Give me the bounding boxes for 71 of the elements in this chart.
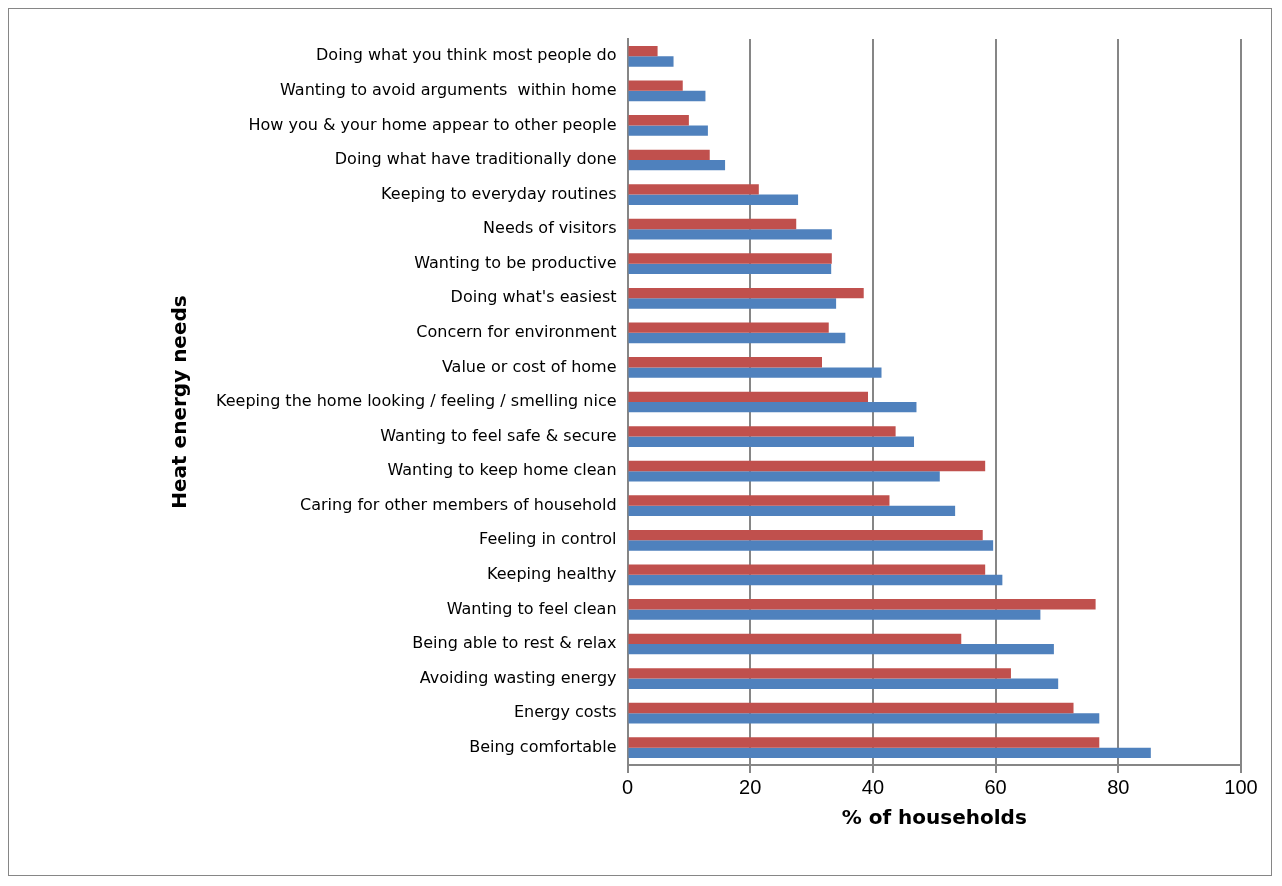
bar [628,495,890,506]
bar [628,149,710,160]
bar [628,160,726,171]
bar [628,702,1074,714]
y-tick-label: Concern for environment [416,322,617,342]
x-tick-label: 100 [1224,775,1258,798]
y-tick-label: Wanting to feel clean [446,598,617,618]
y-tick-label: Caring for other members of household [300,494,617,514]
y-tick-label: Wanting to avoid arguments within home [280,80,617,100]
y-tick-label: Wanting to be productive [414,252,617,272]
bar [628,471,940,482]
y-tick-label: Avoiding wasting energy [419,667,617,687]
bar [628,609,1041,620]
y-tick-label: Keeping healthy [487,564,617,584]
bar [628,436,915,447]
bar [628,633,962,644]
bar [628,332,846,344]
bar [628,737,1100,748]
bar [628,287,864,299]
y-tick-label: Wanting to feel safe & secure [380,425,617,445]
x-tick-label: 80 [1107,775,1130,798]
bar [628,90,706,102]
y-tick-label: Feeling in control [479,529,617,549]
x-tick-label: 40 [861,775,885,798]
bar [628,80,683,91]
y-tick-label: How you & your home appear to other people [248,114,617,134]
bar [628,367,882,378]
y-tick-label: Wanting to keep home clean [387,460,617,480]
bar [628,263,832,275]
bar [628,426,896,437]
y-axis-title: Heat energy needs [167,295,192,509]
bar [628,322,829,333]
x-tick-label: 20 [739,775,762,798]
y-tick-label: Energy costs [513,702,617,722]
bar [628,357,822,368]
bar [628,668,1011,679]
bar [628,115,689,126]
bar [628,644,1054,655]
x-tick-label: 0 [621,775,634,798]
bar [628,599,1096,610]
bar [628,678,1059,689]
y-tick-label: Being able to rest & relax [412,633,617,653]
bar [628,505,956,517]
bar [628,218,797,230]
bar [628,56,674,67]
bar [628,564,986,575]
bar [628,253,832,264]
bar [628,45,658,57]
bar [628,713,1100,724]
y-tick-label: Doing what you think most people do [316,45,617,65]
y-tick-label: Needs of visitors [483,218,617,238]
bar [628,184,759,195]
y-tick-label: Value or cost of home [441,356,617,376]
bar [628,402,917,413]
y-tick-label: Keeping to everyday routines [381,183,617,203]
bar [628,460,986,472]
bar [628,194,799,205]
y-tick-label: Doing what's easiest [450,287,617,307]
bar [628,125,708,136]
x-axis-title: % of households [841,805,1027,830]
y-tick-label: Doing what have traditionally done [334,149,617,169]
bar [628,298,837,309]
y-tick-label: Being comfortable [469,736,617,756]
bar [628,540,994,551]
bar [628,574,1003,586]
bar [628,391,869,402]
bar [628,229,832,240]
bar [628,747,1151,759]
y-tick-label: Keeping the home looking / feeling / smelling nice [216,391,617,411]
bar [628,529,983,541]
x-tick-label: 60 [984,775,1007,798]
